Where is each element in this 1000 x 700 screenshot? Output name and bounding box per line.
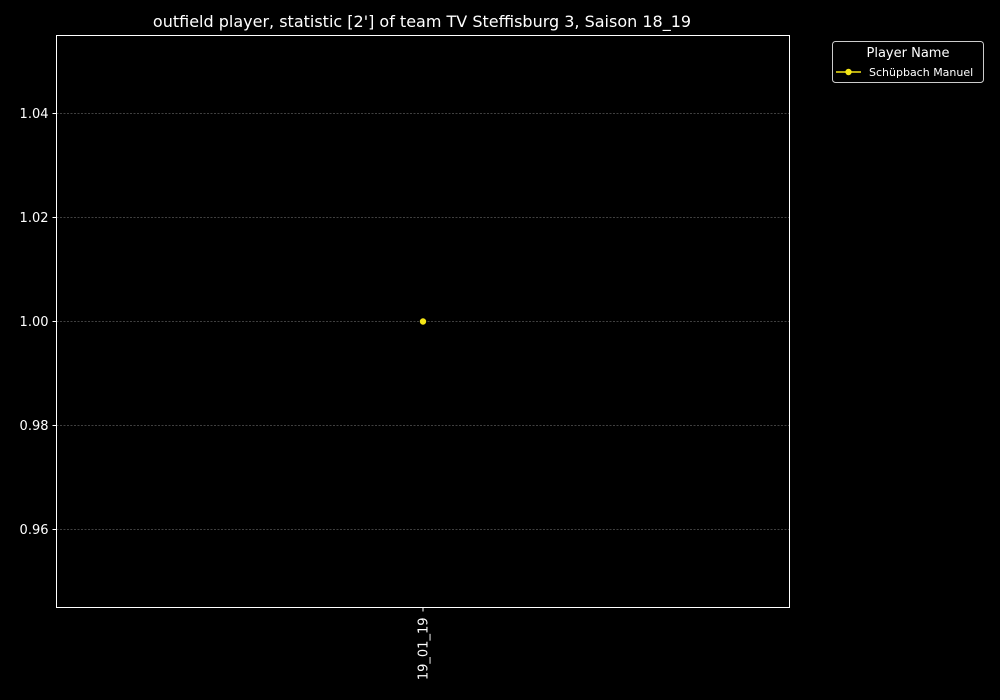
y-tick-label: 1.04 <box>20 107 49 122</box>
data-point[interactable] <box>419 318 427 325</box>
legend-title: Player Name <box>867 46 950 61</box>
legend-box <box>832 41 984 83</box>
x-tick-label: 19_01_19 <box>417 618 432 681</box>
x-axis: 19_01_19 <box>417 607 432 681</box>
y-tick-label: 0.98 <box>20 419 49 434</box>
chart-title: outfield player, statistic [2'] of team … <box>153 12 691 32</box>
y-tick-label: 0.96 <box>20 523 49 538</box>
legend-entry-label: Schüpbach Manuel <box>869 66 973 79</box>
grid-lines <box>56 113 790 530</box>
y-axis: 0.96 0.98 1.00 1.02 1.04 <box>20 107 57 538</box>
y-tick-label: 1.00 <box>20 315 49 330</box>
series-layer <box>419 318 427 325</box>
legend-point-marker <box>845 68 852 76</box>
y-tick-label: 1.02 <box>20 211 49 226</box>
legend[interactable]: Player Name Schüpbach Manuel <box>832 41 984 83</box>
